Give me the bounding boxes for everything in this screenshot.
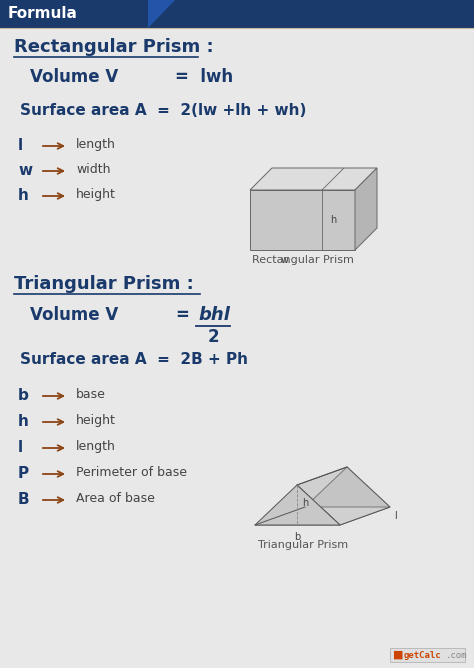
Text: 2: 2 (207, 328, 219, 346)
Polygon shape (305, 467, 390, 507)
Text: ■: ■ (393, 650, 403, 660)
Polygon shape (250, 190, 355, 250)
Text: .com: .com (446, 651, 467, 659)
Text: length: length (76, 138, 116, 151)
Text: Area of base: Area of base (76, 492, 155, 505)
Bar (390, 648, 465, 662)
Text: Rectangular Prism :: Rectangular Prism : (14, 38, 214, 56)
Text: w: w (281, 255, 289, 265)
Text: Perimeter of base: Perimeter of base (76, 466, 187, 479)
Text: Volume V: Volume V (30, 306, 118, 324)
Text: l: l (18, 440, 23, 455)
Text: =: = (175, 306, 189, 324)
Text: l: l (18, 138, 23, 153)
Text: Surface area A  =  2(lw +lh + wh): Surface area A = 2(lw +lh + wh) (20, 103, 306, 118)
Text: height: height (76, 188, 116, 201)
Text: h: h (18, 188, 29, 203)
Text: B: B (18, 492, 29, 507)
Text: bhl: bhl (198, 306, 230, 324)
Text: Volume V: Volume V (30, 68, 118, 86)
Text: b: b (18, 388, 29, 403)
Text: base: base (76, 388, 106, 401)
Bar (0, 0, 474, 28)
Text: Triangular Prism :: Triangular Prism : (14, 275, 194, 293)
Text: height: height (76, 414, 116, 427)
Polygon shape (250, 168, 377, 190)
Text: b: b (294, 532, 300, 542)
Text: P: P (18, 466, 29, 481)
Text: Triangular Prism: Triangular Prism (258, 540, 348, 550)
Polygon shape (255, 507, 390, 525)
Polygon shape (355, 168, 377, 250)
Text: length: length (76, 440, 116, 453)
Text: width: width (76, 163, 110, 176)
Text: Rectangular Prism: Rectangular Prism (252, 255, 354, 265)
Text: Formula: Formula (8, 7, 78, 21)
Text: w: w (18, 163, 32, 178)
Polygon shape (297, 467, 390, 525)
Text: Surface area A  =  2B + Ph: Surface area A = 2B + Ph (20, 352, 248, 367)
Polygon shape (255, 485, 340, 525)
Text: =  lwh: = lwh (175, 68, 233, 86)
Polygon shape (148, 0, 175, 28)
Text: h: h (330, 215, 336, 225)
Text: h: h (302, 498, 308, 508)
Text: l: l (394, 511, 397, 521)
Text: h: h (18, 414, 29, 429)
Text: getCalc: getCalc (404, 651, 442, 659)
